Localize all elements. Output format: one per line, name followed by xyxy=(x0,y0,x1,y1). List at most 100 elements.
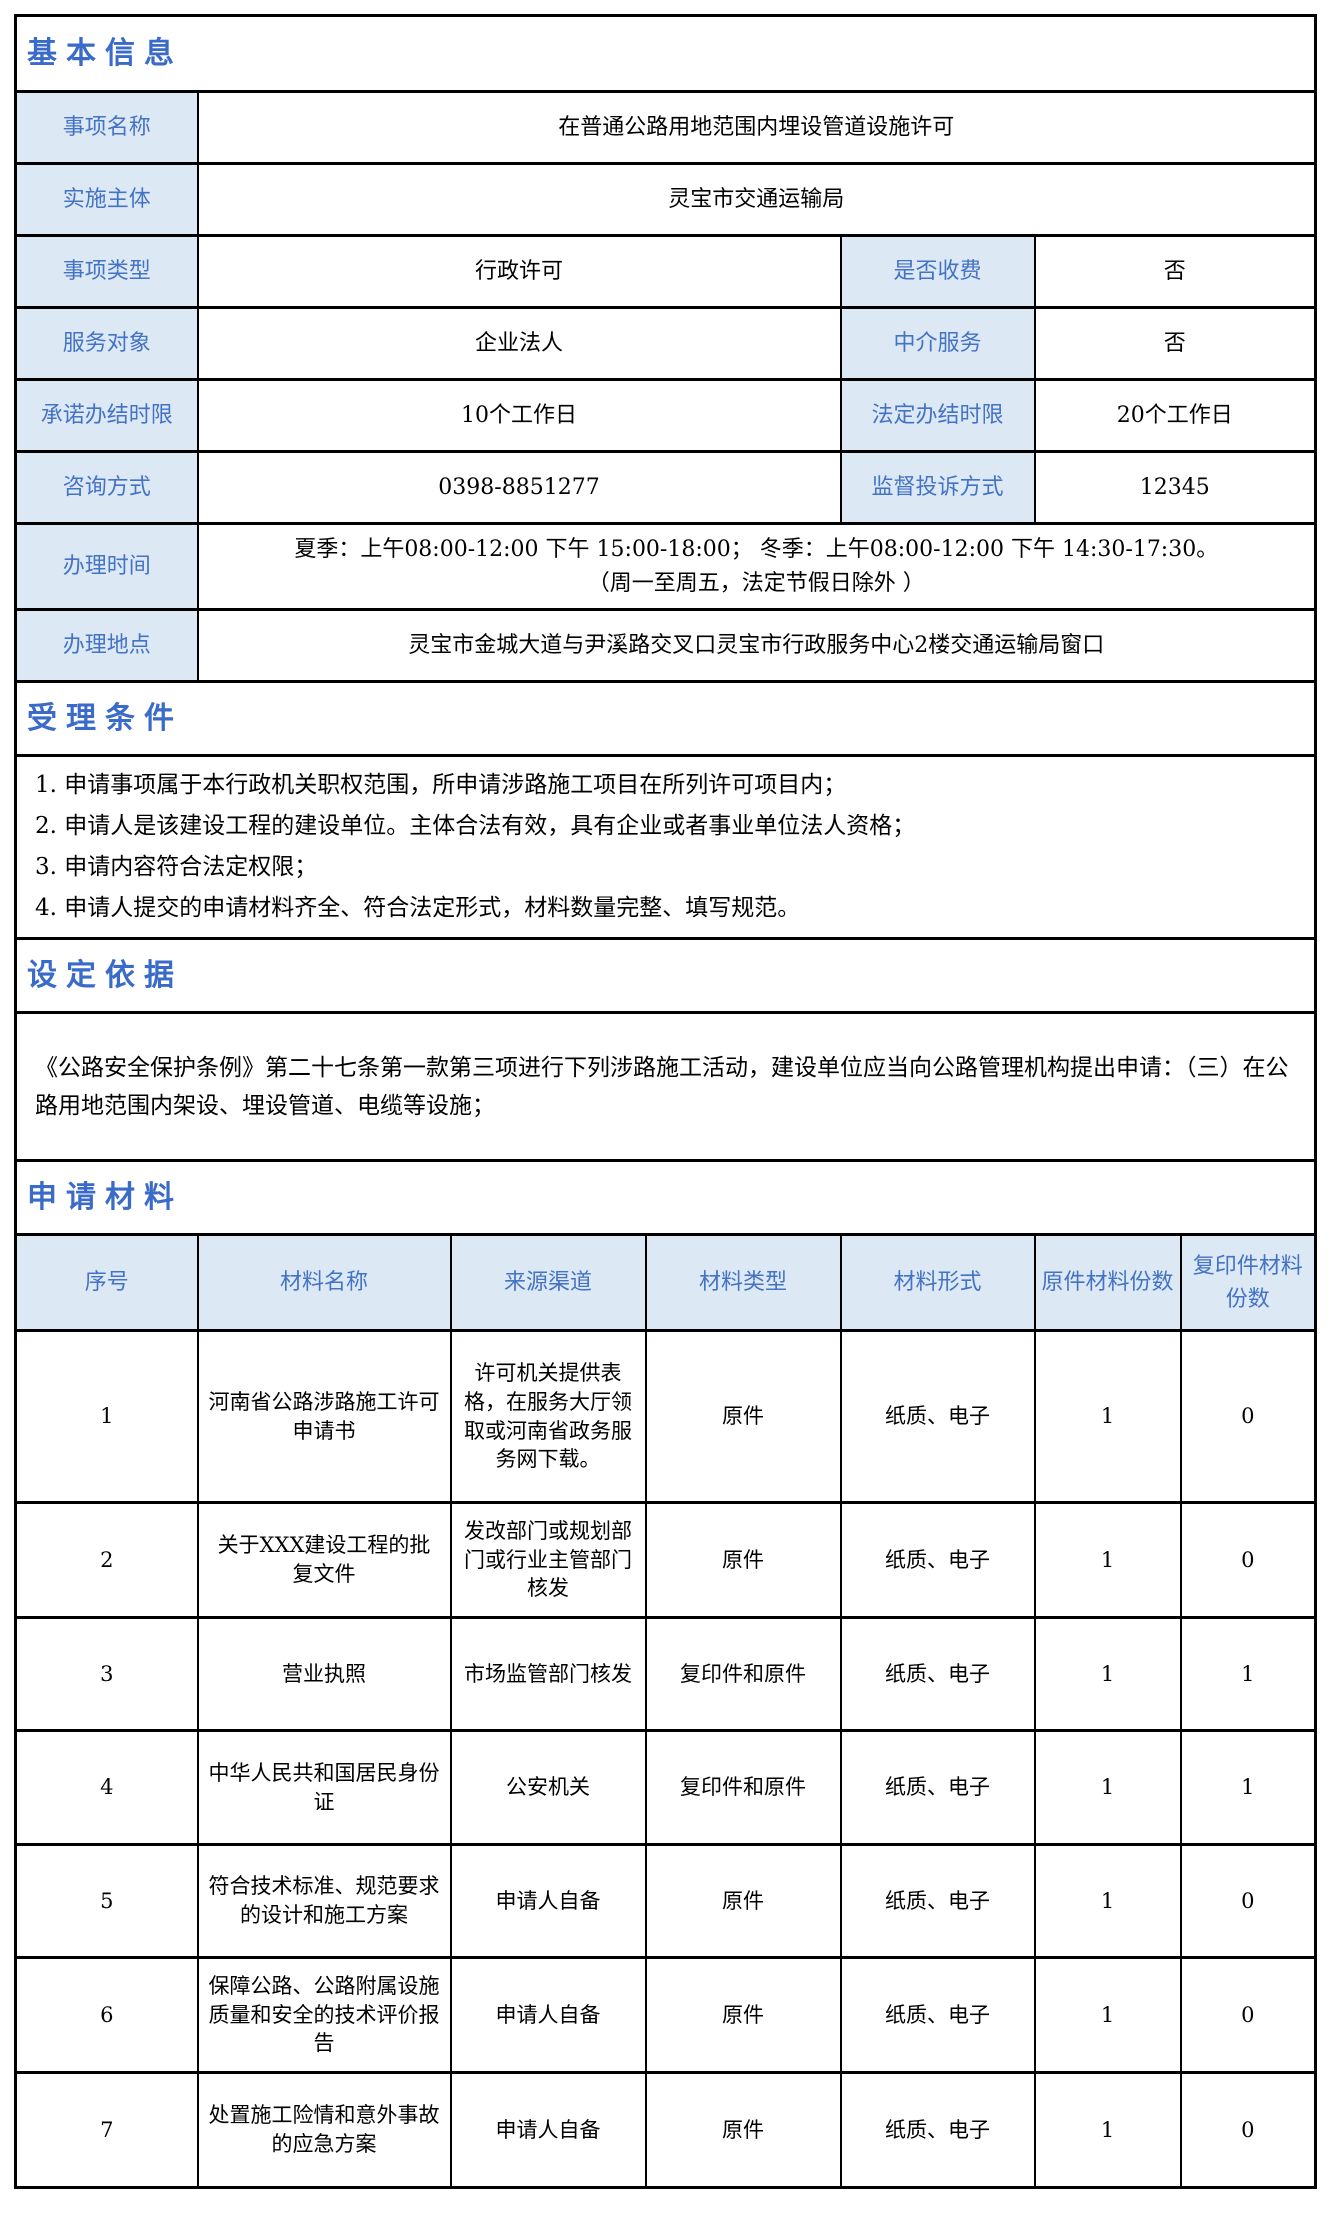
section-title-legal-basis: 设定依据 xyxy=(14,937,1317,1014)
material-name: 营业执照 xyxy=(196,1616,452,1732)
material-type: 原件 xyxy=(644,1843,842,1959)
label-legal-limit: 法定办结时限 xyxy=(839,378,1036,453)
table-row: 服务对象 企业法人 中介服务 否 xyxy=(14,306,1317,381)
material-form: 纸质、电子 xyxy=(839,1329,1036,1504)
material-copy-count: 0 xyxy=(1179,2071,1317,2189)
table-row: 承诺办结时限 10个工作日 法定办结时限 20个工作日 xyxy=(14,378,1317,453)
material-type: 复印件和原件 xyxy=(644,1616,842,1732)
materials-header-original-count: 原件材料份数 xyxy=(1033,1233,1182,1332)
materials-header-source: 来源渠道 xyxy=(449,1233,647,1332)
table-row: 办理时间 夏季：上午08:00-12:00 下午 15:00-18:00； 冬季… xyxy=(14,522,1317,611)
material-copy-count: 1 xyxy=(1179,1729,1317,1846)
materials-header-name: 材料名称 xyxy=(196,1233,452,1332)
material-source: 市场监管部门核发 xyxy=(449,1616,647,1732)
section-row-basic-info: 基本信息 xyxy=(14,14,1317,93)
material-original-count: 1 xyxy=(1033,1329,1182,1504)
value-promised-limit: 10个工作日 xyxy=(196,378,842,453)
section-title-basic-info: 基本信息 xyxy=(14,14,1317,93)
material-row: 1 河南省公路涉路施工许可申请书 许可机关提供表格，在服务大厅领取或河南省政务服… xyxy=(14,1329,1317,1504)
material-source: 申请人自备 xyxy=(449,1843,647,1959)
material-original-count: 1 xyxy=(1033,2071,1182,2189)
material-copy-count: 1 xyxy=(1179,1616,1317,1732)
condition-item-4: 4. 申请人提交的申请材料齐全、符合法定形式，材料数量完整、填写规范。 xyxy=(35,895,801,921)
table-row: 实施主体 灵宝市交通运输局 xyxy=(14,162,1317,237)
label-consult-phone: 咨询方式 xyxy=(14,450,199,525)
material-original-count: 1 xyxy=(1033,1956,1182,2074)
value-office-place: 灵宝市金城大道与尹溪路交叉口灵宝市行政服务中心2楼交通运输局窗口 xyxy=(196,608,1317,683)
material-name: 处置施工险情和意外事故的应急方案 xyxy=(196,2071,452,2189)
material-source: 申请人自备 xyxy=(449,2071,647,2189)
material-no: 1 xyxy=(14,1329,199,1504)
service-info-table: 基本信息 事项名称 在普通公路用地范围内埋设管道设施许可 实施主体 灵宝市交通运… xyxy=(14,14,1318,2189)
value-item-type: 行政许可 xyxy=(196,234,842,309)
value-consult-phone: 0398-8851277 xyxy=(196,450,842,525)
label-office-time: 办理时间 xyxy=(14,522,199,611)
value-implementer: 灵宝市交通运输局 xyxy=(196,162,1317,237)
material-no: 5 xyxy=(14,1843,199,1959)
material-original-count: 1 xyxy=(1033,1729,1182,1846)
service-info-sheet: 基本信息 事项名称 在普通公路用地范围内埋设管道设施许可 实施主体 灵宝市交通运… xyxy=(14,14,1318,2189)
material-form: 纸质、电子 xyxy=(839,1616,1036,1732)
material-row: 2 关于XXX建设工程的批复文件 发改部门或规划部门或行业主管部门核发 原件 纸… xyxy=(14,1501,1317,1619)
material-source: 公安机关 xyxy=(449,1729,647,1846)
material-source: 发改部门或规划部门或行业主管部门核发 xyxy=(449,1501,647,1619)
material-name: 关于XXX建设工程的批复文件 xyxy=(196,1501,452,1619)
material-source: 许可机关提供表格，在服务大厅领取或河南省政务服务网下载。 xyxy=(449,1329,647,1504)
label-service-object: 服务对象 xyxy=(14,306,199,381)
value-office-time: 夏季：上午08:00-12:00 下午 15:00-18:00； 冬季：上午08… xyxy=(196,522,1317,611)
material-no: 6 xyxy=(14,1956,199,2074)
material-type: 原件 xyxy=(644,2071,842,2189)
materials-header-form: 材料形式 xyxy=(839,1233,1036,1332)
value-complaint-phone: 12345 xyxy=(1033,450,1317,525)
material-form: 纸质、电子 xyxy=(839,2071,1036,2189)
material-copy-count: 0 xyxy=(1179,1956,1317,2074)
office-time-line-2: （周一至周五，法定节假日除外 ） xyxy=(587,570,925,596)
materials-header-no: 序号 xyxy=(14,1233,199,1332)
value-legal-limit: 20个工作日 xyxy=(1033,378,1317,453)
material-name: 符合技术标准、规范要求的设计和施工方案 xyxy=(196,1843,452,1959)
table-row: 咨询方式 0398-8851277 监督投诉方式 12345 xyxy=(14,450,1317,525)
material-copy-count: 0 xyxy=(1179,1843,1317,1959)
material-type: 原件 xyxy=(644,1501,842,1619)
material-original-count: 1 xyxy=(1033,1616,1182,1732)
condition-item-1: 1. 申请事项属于本行政机关职权范围，所申请涉路施工项目在所列许可项目内； xyxy=(35,772,847,798)
label-office-place: 办理地点 xyxy=(14,608,199,683)
section-title-acceptance-conditions: 受理条件 xyxy=(14,680,1317,757)
material-copy-count: 0 xyxy=(1179,1329,1317,1504)
material-source: 申请人自备 xyxy=(449,1956,647,2074)
table-row: 事项类型 行政许可 是否收费 否 xyxy=(14,234,1317,309)
value-item-name: 在普通公路用地范围内埋设管道设施许可 xyxy=(196,90,1317,165)
material-row: 5 符合技术标准、规范要求的设计和施工方案 申请人自备 原件 纸质、电子 1 0 xyxy=(14,1843,1317,1959)
material-no: 3 xyxy=(14,1616,199,1732)
table-row: 事项名称 在普通公路用地范围内埋设管道设施许可 xyxy=(14,90,1317,165)
material-no: 7 xyxy=(14,2071,199,2189)
label-charge: 是否收费 xyxy=(839,234,1036,309)
table-row: 《公路安全保护条例》第二十七条第一款第三项进行下列涉路施工活动，建设单位应当向公… xyxy=(14,1011,1317,1162)
materials-header-type: 材料类型 xyxy=(644,1233,842,1332)
material-row: 3 营业执照 市场监管部门核发 复印件和原件 纸质、电子 1 1 xyxy=(14,1616,1317,1732)
value-service-object: 企业法人 xyxy=(196,306,842,381)
material-no: 4 xyxy=(14,1729,199,1846)
material-row: 6 保障公路、公路附属设施质量和安全的技术评价报告 申请人自备 原件 纸质、电子… xyxy=(14,1956,1317,2074)
table-row: 办理地点 灵宝市金城大道与尹溪路交叉口灵宝市行政服务中心2楼交通运输局窗口 xyxy=(14,608,1317,683)
material-form: 纸质、电子 xyxy=(839,1956,1036,2074)
materials-header-copy-count: 复印件材料份数 xyxy=(1179,1233,1317,1332)
section-row-materials: 申请材料 xyxy=(14,1159,1317,1236)
material-name: 保障公路、公路附属设施质量和安全的技术评价报告 xyxy=(196,1956,452,2074)
section-row-acceptance-conditions: 受理条件 xyxy=(14,680,1317,757)
value-intermediary: 否 xyxy=(1033,306,1317,381)
condition-item-2: 2. 申请人是该建设工程的建设单位。主体合法有效，具有企业或者事业单位法人资格； xyxy=(35,813,916,839)
condition-item-3: 3. 申请内容符合法定权限； xyxy=(35,854,318,880)
material-form: 纸质、电子 xyxy=(839,1843,1036,1959)
label-complaint-phone: 监督投诉方式 xyxy=(839,450,1036,525)
table-row: 1. 申请事项属于本行政机关职权范围，所申请涉路施工项目在所列许可项目内； 2.… xyxy=(14,754,1317,940)
office-time-line-1: 夏季：上午08:00-12:00 下午 15:00-18:00； 冬季：上午08… xyxy=(294,536,1219,562)
label-implementer: 实施主体 xyxy=(14,162,199,237)
acceptance-conditions-content: 1. 申请事项属于本行政机关职权范围，所申请涉路施工项目在所列许可项目内； 2.… xyxy=(14,754,1317,940)
material-type: 复印件和原件 xyxy=(644,1729,842,1846)
material-form: 纸质、电子 xyxy=(839,1501,1036,1619)
section-row-legal-basis: 设定依据 xyxy=(14,937,1317,1014)
section-title-materials: 申请材料 xyxy=(14,1159,1317,1236)
legal-basis-content: 《公路安全保护条例》第二十七条第一款第三项进行下列涉路施工活动，建设单位应当向公… xyxy=(14,1011,1317,1162)
label-intermediary: 中介服务 xyxy=(839,306,1036,381)
